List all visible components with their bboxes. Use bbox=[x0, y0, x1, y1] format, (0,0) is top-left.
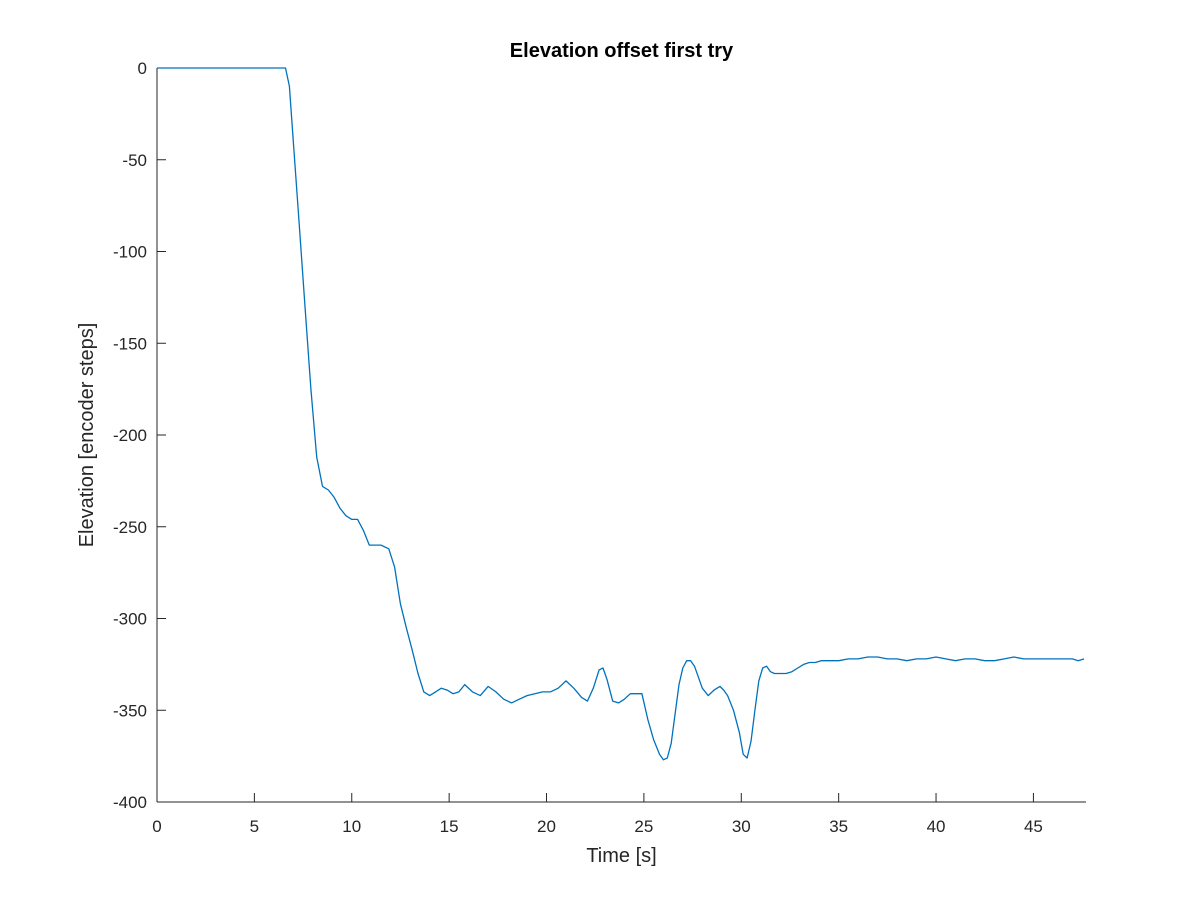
y-tick-label: -200 bbox=[113, 426, 147, 445]
x-tick-label: 5 bbox=[250, 817, 259, 836]
y-tick-label: -350 bbox=[113, 701, 147, 720]
y-tick-label: -250 bbox=[113, 518, 147, 537]
x-tick-label: 30 bbox=[732, 817, 751, 836]
x-axis-label: Time [s] bbox=[586, 845, 656, 867]
y-tick-label: -50 bbox=[122, 151, 147, 170]
axis-ticks: 0 5 10 15 20 25 30 35 40 45 0 -50 -100 -150 -200 -250 -3… bbox=[113, 59, 1043, 836]
x-tick-label: 20 bbox=[537, 817, 556, 836]
x-tick-label: 45 bbox=[1024, 817, 1043, 836]
x-tick-label: 40 bbox=[927, 817, 946, 836]
x-tick-label: 10 bbox=[342, 817, 361, 836]
y-tick-label: -100 bbox=[113, 243, 147, 262]
chart-title: Elevation offset first try bbox=[510, 40, 734, 62]
y-axis-label: Elevation [encoder steps] bbox=[76, 323, 98, 548]
series-line bbox=[157, 67, 1085, 761]
x-tick-label: 35 bbox=[829, 817, 848, 836]
x-tick-label: 0 bbox=[152, 817, 161, 836]
y-tick-label: 0 bbox=[138, 59, 147, 78]
y-tick-label: -400 bbox=[113, 793, 147, 812]
y-tick-label: -150 bbox=[113, 334, 147, 353]
x-tick-label: 15 bbox=[440, 817, 459, 836]
y-tick-label: -300 bbox=[113, 610, 147, 629]
x-tick-label: 25 bbox=[634, 817, 653, 836]
series-group bbox=[157, 67, 1085, 761]
